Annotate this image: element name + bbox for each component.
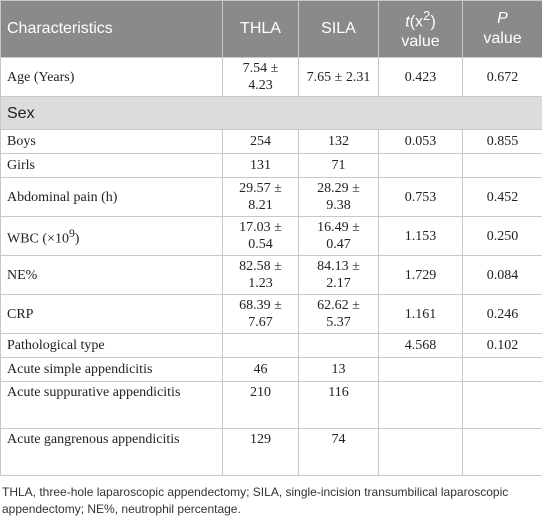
- table-cell: 0.753: [379, 178, 463, 217]
- table-cell: 0.084: [463, 256, 542, 295]
- table-cell: 0.102: [463, 334, 542, 358]
- table-cell: 7.65 ± 2.31: [299, 58, 379, 97]
- header-cell: THLA: [223, 1, 299, 58]
- table-row: Sex: [1, 97, 542, 130]
- text: ): [75, 231, 80, 246]
- table-cell: [379, 382, 463, 429]
- table-cell: 1.729: [379, 256, 463, 295]
- table-cell: 13: [299, 358, 379, 382]
- table-cell: 0.423: [379, 58, 463, 97]
- table-cell: 1.153: [379, 217, 463, 256]
- table-cell: 7.54 ± 4.23: [223, 58, 299, 97]
- italic-text: P: [497, 10, 508, 27]
- table-cell: 16.49 ± 0.47: [299, 217, 379, 256]
- table-cell: Acute simple appendicitis: [1, 358, 223, 382]
- table-cell: 131: [223, 154, 299, 178]
- table-cell: 62.62 ± 5.37: [299, 295, 379, 334]
- table-cell: 254: [223, 130, 299, 154]
- table-cell: 46: [223, 358, 299, 382]
- table-cell: Age (Years): [1, 58, 223, 97]
- text: value: [401, 33, 439, 50]
- table-cell: 28.29 ± 9.38: [299, 178, 379, 217]
- table-cell: 0.452: [463, 178, 542, 217]
- table-cell: [379, 154, 463, 178]
- table-cell: [463, 429, 542, 476]
- table-cell: 132: [299, 130, 379, 154]
- table-cell: 84.13 ± 2.17: [299, 256, 379, 295]
- text: value: [483, 30, 521, 47]
- table-cell: 74: [299, 429, 379, 476]
- table-cell: [379, 429, 463, 476]
- text: WBC (×10: [7, 231, 69, 246]
- table-cell: 29.57 ± 8.21: [223, 178, 299, 217]
- table-cell: 17.03 ± 0.54: [223, 217, 299, 256]
- table-cell: Girls: [1, 154, 223, 178]
- table-cell: [299, 334, 379, 358]
- table-cell: Boys: [1, 130, 223, 154]
- table-cell: 129: [223, 429, 299, 476]
- table-cell: 4.568: [379, 334, 463, 358]
- table-cell: Pathological type: [1, 334, 223, 358]
- table-cell: 210: [223, 382, 299, 429]
- section-cell: Sex: [1, 97, 542, 130]
- table-cell: Acute gangrenous appendicitis: [1, 429, 223, 476]
- table-cell: 0.053: [379, 130, 463, 154]
- table-cell: 116: [299, 382, 379, 429]
- table-cell: [463, 358, 542, 382]
- footnote: THLA, three-hole laparoscopic appendecto…: [2, 484, 540, 518]
- table-cell: 68.39 ± 7.67: [223, 295, 299, 334]
- header-cell: t(x2)value: [379, 1, 463, 58]
- header-cell: Characteristics: [1, 1, 223, 58]
- text: ): [430, 13, 435, 30]
- table-cell: [463, 154, 542, 178]
- table-cell: CRP: [1, 295, 223, 334]
- table-cell: [463, 382, 542, 429]
- table-cell: 0.250: [463, 217, 542, 256]
- table-cell: [223, 334, 299, 358]
- table-cell: 0.246: [463, 295, 542, 334]
- table-cell: Abdominal pain (h): [1, 178, 223, 217]
- table-cell: 0.855: [463, 130, 542, 154]
- table-cell: NE%: [1, 256, 223, 295]
- table-cell: 0.672: [463, 58, 542, 97]
- header-cell: SILA: [299, 1, 379, 58]
- table-cell: [379, 358, 463, 382]
- text: (x: [410, 13, 423, 30]
- table-cell: Acute suppurative appendicitis: [1, 382, 223, 429]
- table-cell: 71: [299, 154, 379, 178]
- page: {"table": { "header": [ "Characteristics…: [0, 0, 542, 457]
- table-cell: 1.161: [379, 295, 463, 334]
- table-cell: WBC (×109): [1, 217, 223, 256]
- table-cell: 82.58 ± 1.23: [223, 256, 299, 295]
